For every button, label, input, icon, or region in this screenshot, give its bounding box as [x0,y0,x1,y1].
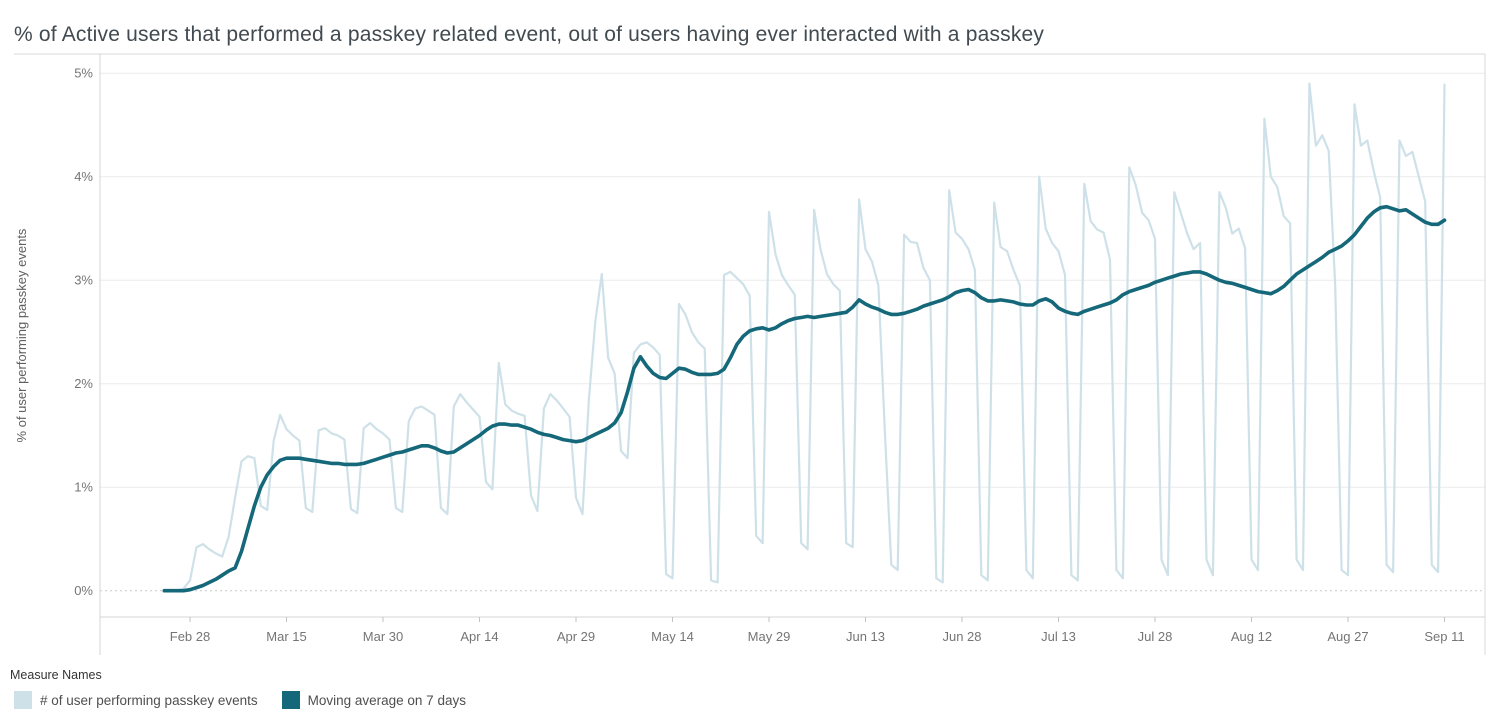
daily-series-line [163,82,1446,592]
x-axis-tick-label: May 29 [748,629,791,644]
y-axis-tick-label: 2% [74,376,93,391]
legend: Measure Names # of user performing passk… [10,668,466,709]
x-axis-tick-label: Feb 28 [170,629,210,644]
x-axis-tick-label: Jul 28 [1138,629,1173,644]
moving-average-line [162,204,1447,593]
x-axis-tick-label: Jun 13 [846,629,885,644]
y-axis-tick-label: 3% [74,273,93,288]
x-axis-tick-label: Aug 27 [1327,629,1368,644]
y-axis-tick-label: 4% [74,169,93,184]
legend-item-moving-average[interactable]: Moving average on 7 days [281,691,466,709]
y-axis-title: % of user performing passkey events [14,228,29,443]
legend-items: # of user performing passkey events Movi… [14,691,466,709]
legend-item-label: # of user performing passkey events [40,692,258,708]
x-axis-tick-label: Jul 13 [1041,629,1076,644]
x-axis-tick-label: Apr 29 [557,629,595,644]
x-axis-tick-label: Jun 28 [942,629,981,644]
y-axis-tick-label: 0% [74,583,93,598]
x-axis-tick-label: Mar 15 [266,629,306,644]
x-axis-tick-label: Aug 12 [1231,629,1272,644]
legend-item-daily-series[interactable]: # of user performing passkey events [14,691,258,709]
x-axis-tick-label: Mar 30 [363,629,403,644]
legend-swatch-moving-average [281,691,300,709]
x-axis-tick-label: Sep 11 [1424,629,1464,644]
legend-item-label: Moving average on 7 days [307,692,466,708]
x-axis-tick-label: May 14 [651,629,694,644]
x-axis-tick-label: Apr 14 [460,629,498,644]
y-axis-tick-label: 1% [74,480,93,495]
legend-title: Measure Names [10,668,102,682]
chart-title: % of Active users that performed a passk… [14,23,1045,47]
legend-swatch-daily-series [14,691,32,709]
y-axis-tick-label: 5% [74,66,93,81]
